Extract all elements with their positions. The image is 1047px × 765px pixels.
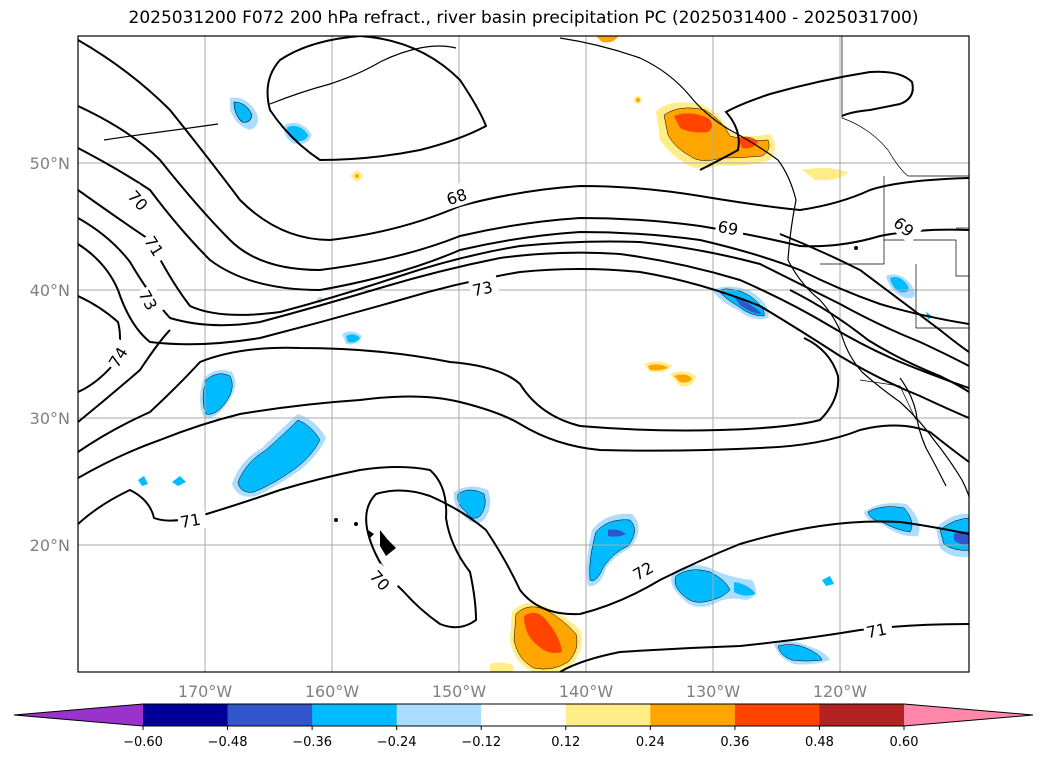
precip-blob-w-25n — [138, 414, 326, 497]
precip-blob-bc — [802, 167, 848, 181]
colorbar-bin — [312, 704, 398, 726]
colorbar-bin — [396, 704, 482, 726]
lat-label: 40°N — [30, 281, 70, 300]
lon-label: 160°W — [305, 682, 360, 701]
lat-axis: 50°N 40°N 30°N 20°N — [30, 154, 70, 555]
precip-blob-central-20n — [586, 513, 639, 587]
colorbar-tick-label: 0.12 — [551, 735, 580, 750]
precip-blob-top-orange — [596, 36, 618, 43]
lon-label: 150°W — [432, 682, 487, 701]
colorbar-tick-label: −0.48 — [208, 735, 248, 750]
colorbar-bin — [734, 704, 820, 726]
lon-axis: 170°W 160°W 150°W 140°W 130°W 120°W — [178, 682, 868, 701]
precip-blob-south-east — [774, 641, 830, 665]
coastlines — [103, 37, 969, 499]
refractivity-contours — [78, 36, 969, 672]
colorbar-tick-label: 0.60 — [890, 735, 919, 750]
colorbar-tick-label: −0.12 — [461, 735, 501, 750]
colorbar-tick-label: 0.24 — [636, 735, 665, 750]
colorbar-tick-label: 0.36 — [720, 735, 749, 750]
colorbar-tick-label: −0.36 — [292, 735, 332, 750]
precip-blob-mexico — [864, 503, 969, 557]
precip-blob-small-1 — [350, 170, 364, 182]
contour-label: 71 — [865, 619, 889, 642]
lat-label: 50°N — [30, 154, 70, 173]
colorbar-extend-low — [14, 704, 143, 726]
lon-label: 170°W — [178, 682, 233, 701]
map-title: 2025031200 F072 200 hPa refract., river … — [128, 8, 919, 28]
precip-blob-hawaii-ne-orange — [644, 361, 696, 387]
contour-label: 71 — [179, 510, 202, 532]
colorbar-bin — [819, 704, 905, 726]
colorbar-bin — [227, 704, 313, 726]
map-frame — [77, 35, 970, 673]
colorbar-bin — [481, 704, 567, 726]
precip-blob-nw-1 — [230, 97, 258, 130]
lat-label: 30°N — [30, 409, 70, 428]
lon-label: 130°W — [686, 682, 741, 701]
lon-label: 120°W — [813, 682, 868, 701]
colorbar-extend-high — [904, 704, 1033, 726]
precip-blob-w-30n — [200, 370, 236, 419]
colorbar-bin — [565, 704, 651, 726]
precip-blob-alaska-coast — [634, 96, 775, 169]
colorbar-tick-label: −0.24 — [377, 735, 417, 750]
lon-label: 140°W — [559, 682, 614, 701]
colorbar: −0.60 −0.48 −0.36 −0.24 −0.12 0.12 0.24 0.36 0.4… — [13, 703, 1034, 750]
colorbar-tick-label: −0.60 — [123, 735, 163, 750]
colorbar-bin — [650, 704, 736, 726]
colorbar-bin — [143, 704, 229, 726]
precip-blob-small-2 — [317, 297, 362, 345]
contour-label: 69 — [716, 217, 739, 239]
colorbar-tick-label: 0.48 — [805, 735, 834, 750]
lat-label: 20°N — [30, 536, 70, 555]
contour-label: 73 — [471, 277, 495, 300]
